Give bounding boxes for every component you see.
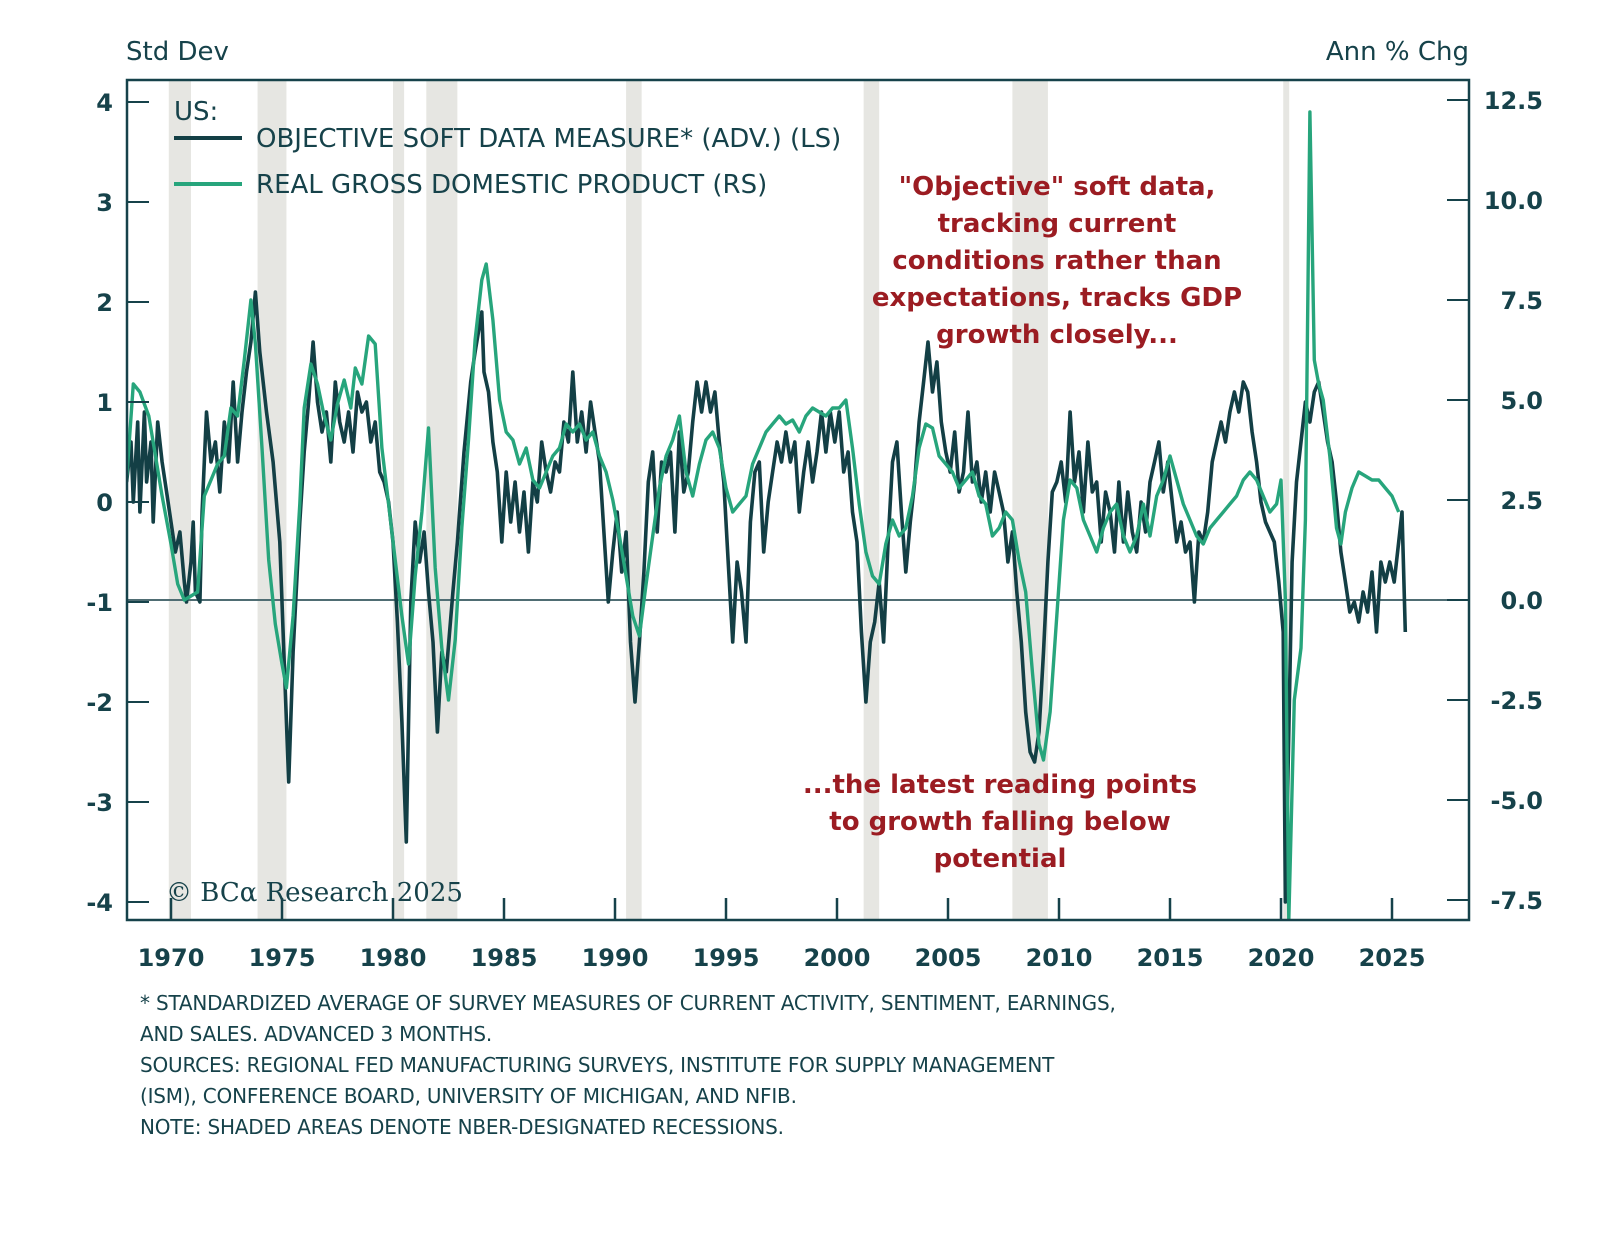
x-tick-label: 2000 [804, 944, 871, 972]
right-tick-label: 5.0 [1500, 387, 1543, 415]
legend-region-label: US: [174, 97, 218, 127]
right-tick-label: 0.0 [1500, 587, 1543, 615]
annotation-top-line: growth closely... [936, 320, 1178, 350]
right-axis-ticks: 12.5 10.0 7.5 5.0 2.5 0.0 -2.5 -5.0 -7.5 [1447, 87, 1543, 915]
legend-label-soft-data: OBJECTIVE SOFT DATA MEASURE* (ADV.) (LS) [256, 124, 841, 154]
right-tick-label: -5.0 [1491, 787, 1543, 815]
annotation-bottom: ...the latest reading points to growth f… [803, 770, 1197, 874]
right-axis-title: Ann % Chg [1326, 37, 1469, 67]
x-tick-label: 1980 [360, 944, 427, 972]
annotation-top-line: expectations, tracks GDP [872, 283, 1242, 313]
x-tick-label: 2010 [1026, 944, 1093, 972]
left-tick-label: 1 [96, 389, 113, 417]
footnote-line: NOTE: SHADED AREAS DENOTE NBER-DESIGNATE… [140, 1115, 784, 1139]
left-tick-label: -1 [86, 589, 113, 617]
x-tick-label: 2020 [1248, 944, 1315, 972]
footnote-line: (ISM), CONFERENCE BOARD, UNIVERSITY OF M… [140, 1084, 797, 1108]
left-tick-label: 2 [96, 289, 113, 317]
x-axis-ticks: 1970 1975 1980 1985 1990 1995 2000 2005 2010 2015… [138, 898, 1426, 972]
annotation-top-line: conditions rather than [892, 246, 1221, 276]
recession-band [393, 80, 405, 920]
x-tick-label: 1985 [471, 944, 538, 972]
x-tick-label: 1990 [582, 944, 649, 972]
annotation-top-line: tracking current [938, 209, 1177, 239]
left-tick-label: 0 [96, 489, 113, 517]
legend: US: OBJECTIVE SOFT DATA MEASURE* (ADV.) … [174, 97, 841, 200]
recession-band [257, 80, 287, 920]
right-tick-label: 7.5 [1500, 287, 1543, 315]
left-axis-ticks: 4 3 2 1 0 -1 -2 -3 -4 [86, 89, 149, 917]
footnote-line: SOURCES: REGIONAL FED MANUFACTURING SURV… [140, 1053, 1055, 1077]
x-tick-label: 2015 [1137, 944, 1204, 972]
annotation-bottom-line: potential [934, 844, 1067, 874]
left-tick-label: -3 [86, 789, 113, 817]
left-tick-label: -2 [86, 689, 113, 717]
recession-band [1012, 80, 1048, 920]
left-tick-label: 3 [96, 189, 113, 217]
annotation-top: "Objective" soft data, tracking current … [872, 172, 1242, 350]
footnote-line: * STANDARDIZED AVERAGE OF SURVEY MEASURE… [140, 991, 1116, 1015]
chart: 4 3 2 1 0 -1 -2 -3 -4 12.5 10.0 7.5 5.0 2.5 0.0 -2.5 -5… [86, 37, 1543, 972]
recession-band [626, 80, 642, 920]
legend-label-gdp: REAL GROSS DOMESTIC PRODUCT (RS) [256, 170, 767, 200]
recession-band [1283, 80, 1290, 920]
x-tick-label: 1975 [249, 944, 316, 972]
recession-band [168, 80, 191, 920]
x-tick-label: 2025 [1359, 944, 1426, 972]
left-axis-title: Std Dev [126, 37, 229, 67]
footnotes: * STANDARDIZED AVERAGE OF SURVEY MEASURE… [140, 988, 1440, 1143]
left-tick-label: -4 [86, 889, 113, 917]
left-tick-label: 4 [96, 89, 113, 117]
x-tick-label: 2005 [915, 944, 982, 972]
x-tick-label: 1995 [693, 944, 760, 972]
footnote-line: AND SALES. ADVANCED 3 MONTHS. [140, 1022, 493, 1046]
series-line-gdp [127, 110, 1401, 920]
right-tick-label: -7.5 [1491, 887, 1543, 915]
right-tick-label: -2.5 [1491, 687, 1543, 715]
right-tick-label: 10.0 [1484, 187, 1543, 215]
annotation-bottom-line: to growth falling below [829, 807, 1170, 837]
right-tick-label: 12.5 [1484, 87, 1543, 115]
recession-band [863, 80, 880, 920]
annotation-bottom-line: ...the latest reading points [803, 770, 1197, 800]
copyright: © BCα Research 2025 [166, 878, 463, 908]
series-layer [127, 110, 1408, 920]
right-tick-label: 2.5 [1500, 487, 1543, 515]
x-tick-label: 1970 [138, 944, 205, 972]
annotation-top-line: "Objective" soft data, [899, 172, 1216, 202]
